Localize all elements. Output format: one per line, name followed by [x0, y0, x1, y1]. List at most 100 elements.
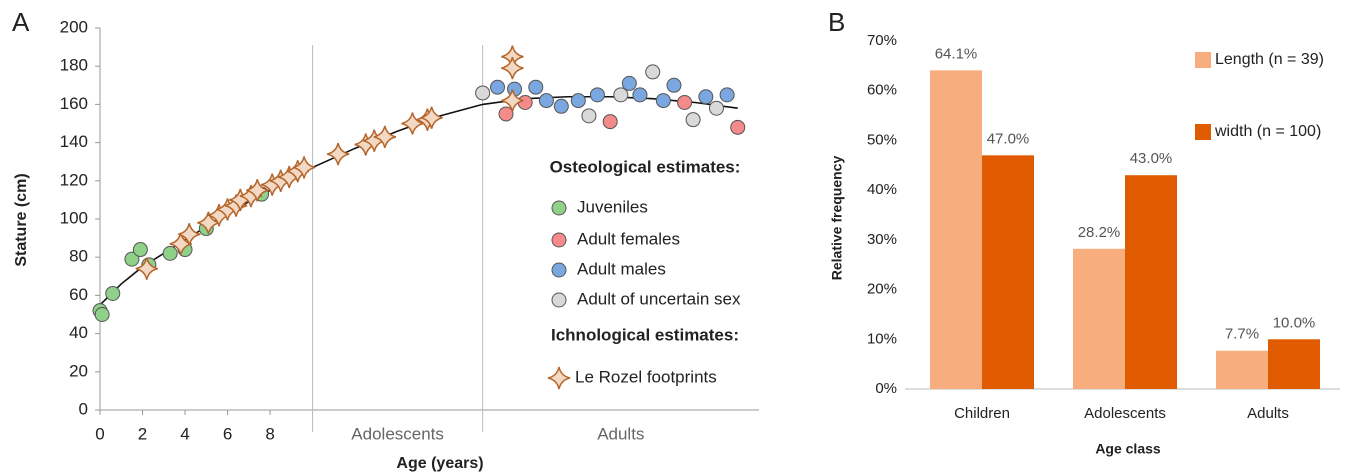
circle-marker [570, 93, 586, 109]
value-label: 10.0% [1273, 314, 1316, 331]
x-tick-label: Children [954, 405, 1010, 422]
star-marker [197, 211, 220, 235]
circle-marker [719, 87, 735, 103]
y-tick-label: 20 [69, 361, 88, 380]
y-tick-label: 30% [867, 231, 897, 248]
circle-marker [602, 114, 618, 130]
bar [1216, 350, 1268, 389]
y-tick-label: 10% [867, 330, 897, 347]
legend-label: Adult of uncertain sex [577, 289, 741, 308]
x-tick-label: 2 [138, 424, 147, 443]
circle-marker [666, 77, 682, 93]
value-label: 28.2% [1078, 224, 1121, 241]
x-tick-label: Adults [1247, 405, 1289, 422]
star-marker [292, 156, 316, 179]
circle-marker [162, 245, 178, 261]
x-tick-label: Adolescents [1084, 405, 1166, 422]
y-tick-label: 80 [69, 247, 88, 266]
bar [1073, 248, 1125, 389]
panel-label: A [12, 7, 30, 37]
circle-marker [475, 85, 491, 101]
y-tick-label: 40% [867, 181, 897, 198]
x-tick-label: 0 [95, 424, 104, 443]
x-axis-title: Age class [1095, 441, 1161, 457]
legend-marker [551, 292, 567, 308]
x-tick-label: 8 [265, 424, 274, 443]
y-tick-label: 40 [69, 323, 88, 342]
value-label: 43.0% [1130, 150, 1173, 167]
circle-marker [708, 100, 724, 116]
circle-marker [553, 98, 569, 114]
star-marker [373, 125, 397, 149]
circle-marker [538, 93, 554, 109]
y-tick-label: 0% [875, 380, 897, 397]
star-marker [401, 112, 424, 135]
star-marker [246, 179, 269, 202]
circle-marker [132, 242, 148, 258]
circle-marker [528, 79, 544, 95]
legend-swatch [1195, 124, 1211, 140]
panel-label: B [828, 7, 845, 37]
circle-marker [124, 251, 140, 267]
legend-marker [547, 366, 571, 390]
y-tick-label: 60 [69, 285, 88, 304]
legend-marker [551, 232, 567, 248]
y-axis-title: Stature (cm) [13, 173, 30, 266]
circle-marker [730, 119, 746, 135]
circle-marker [589, 87, 605, 103]
legend-marker [551, 200, 567, 216]
circle-marker [677, 94, 693, 110]
legend-swatch [1195, 52, 1211, 68]
circle-marker [94, 307, 110, 322]
star-marker [326, 142, 350, 166]
legend-label: width (n = 100) [1214, 123, 1321, 140]
circle-marker [581, 108, 597, 124]
star-marker [501, 89, 524, 112]
y-tick-label: 0 [79, 399, 88, 418]
legend-heading: Ichnological estimates: [551, 325, 739, 344]
bar [930, 70, 982, 390]
y-tick-label: 100 [60, 208, 88, 227]
y-axis-title: Relative frequency [829, 156, 845, 281]
y-tick-label: 120 [60, 170, 88, 189]
y-tick-label: 50% [867, 131, 897, 148]
legend-heading: Osteological estimates: [550, 157, 741, 176]
circle-marker [498, 106, 514, 122]
value-label: 7.7% [1225, 326, 1259, 343]
y-tick-label: 140 [60, 132, 88, 151]
legend-label: Length (n = 39) [1215, 51, 1324, 68]
bar [982, 155, 1034, 389]
star-marker [178, 223, 201, 246]
circle-marker [632, 87, 648, 103]
bar [1125, 175, 1177, 389]
y-tick-label: 70% [867, 32, 897, 49]
y-tick-label: 200 [60, 17, 88, 36]
circle-marker [613, 87, 629, 103]
region-label: Adolescents [351, 424, 444, 443]
region-label: Adults [597, 424, 644, 443]
bar [1268, 339, 1320, 389]
circle-marker [685, 112, 701, 128]
legend-label: Adult males [577, 259, 666, 278]
legend-label: Adult females [577, 229, 680, 248]
legend-label: Juveniles [577, 197, 648, 216]
circle-marker [490, 79, 506, 95]
star-marker [135, 257, 158, 280]
x-axis-title: Age (years) [396, 455, 483, 472]
circle-marker [621, 75, 637, 91]
value-label: 64.1% [935, 45, 978, 62]
y-tick-label: 160 [60, 94, 88, 113]
star-marker [501, 56, 524, 80]
legend-label: Le Rozel footprints [575, 367, 717, 386]
legend-marker [551, 262, 567, 278]
circle-marker [105, 285, 121, 301]
x-tick-label: 4 [180, 424, 189, 443]
circle-marker [698, 89, 714, 105]
y-tick-label: 60% [867, 82, 897, 99]
y-tick-label: 20% [867, 281, 897, 298]
star-marker [169, 232, 192, 256]
circle-marker [645, 64, 661, 80]
circle-marker [517, 94, 533, 110]
circle-marker [655, 93, 671, 109]
